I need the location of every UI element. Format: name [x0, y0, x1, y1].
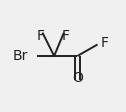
Text: F: F	[61, 29, 69, 43]
Text: F: F	[101, 36, 109, 50]
Text: O: O	[72, 71, 83, 85]
Text: F: F	[37, 29, 45, 43]
Text: Br: Br	[12, 49, 28, 63]
